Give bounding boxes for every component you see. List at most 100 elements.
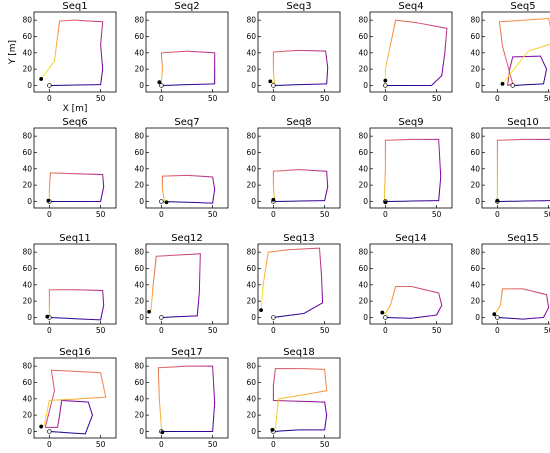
x-tick-label: 50 [96,440,106,449]
chart-5: Seq5 0 50 0 20 40 60 80 [470,1,550,103]
trajectory-segment [527,49,533,52]
trajectory-segment [44,420,48,428]
x-tick-label: 50 [320,440,330,449]
start-marker [47,429,52,434]
trajectory-segment [52,379,54,385]
y-tick-label: 0 [27,197,32,206]
y-tick-label: 60 [134,378,144,387]
y-tick-label: 40 [22,48,32,57]
y-tick-label: 80 [470,248,480,257]
trajectory-segment [507,20,517,22]
y-tick-label: 20 [134,411,144,420]
y-tick-label: 0 [363,313,368,322]
chart-16: Seq16 0 50 0 20 40 60 80 [22,347,117,449]
trajectory-segment [510,67,516,74]
y-tick-label: 60 [22,148,32,157]
trajectory-segment [52,390,55,398]
trajectory-segment [384,64,387,70]
x-tick-label: 50 [96,326,106,335]
trajectory-segment [515,19,525,22]
x-tick-label: 50 [320,326,330,335]
y-tick-label: 40 [22,280,32,289]
trajectory-segment [387,52,390,58]
trajectory-segment [500,33,502,39]
x-tick-label: 0 [383,326,388,335]
trajectory-segment [155,255,157,262]
trajectory-segment [425,24,432,26]
chart-title: Seq12 [171,233,203,244]
y-axis-label: Y [m] [8,40,18,65]
x-tick-label: 50 [432,210,442,219]
trajectory-segment [55,44,58,50]
y-tick-label: 80 [22,16,32,25]
trajectory-segment [536,46,542,49]
trajectory-segment [392,27,395,33]
trajectory-segment [419,316,425,318]
y-tick-label: 60 [470,148,480,157]
y-tick-label: 80 [22,248,32,257]
trajectory-segment [318,390,324,393]
x-tick-label: 0 [495,94,500,103]
trajectory-segment [433,291,440,294]
y-tick-label: 80 [134,362,144,371]
trajectory-segment [278,397,284,400]
trajectory-segment [303,393,309,396]
y-tick-label: 80 [358,16,368,25]
y-tick-label: 20 [246,181,256,190]
trajectory-segment [266,251,269,259]
start-marker [510,83,516,88]
chart-title: Seq13 [283,233,315,244]
trajectory-segment [278,315,285,318]
y-tick-label: 60 [22,378,32,387]
trajectory-segment [275,417,277,424]
x-tick-label: 0 [159,440,164,449]
end-marker [380,310,385,315]
trajectory-segment [309,307,314,311]
trajectory-segment [394,285,397,291]
y-tick-label: 60 [246,378,256,387]
trajectory-segment [442,63,444,69]
y-tick-label: 40 [246,394,256,403]
plot-frame [369,243,453,325]
y-tick-label: 0 [475,81,480,90]
y-tick-label: 20 [470,297,480,306]
end-marker [39,77,44,81]
end-marker [45,314,50,319]
chart-title: Seq4 [398,1,423,12]
trajectory-segment [53,386,55,392]
plot-frame [481,243,550,325]
chart-title: Seq17 [171,347,203,358]
trajectory-segment [539,18,550,20]
trajectory-segment [307,392,313,395]
trajectory-segment [424,289,430,292]
trajectory-segment [410,317,416,319]
trajectory-segment [530,290,536,293]
y-tick-label: 20 [134,181,144,190]
trajectory-segment [51,373,53,378]
plot-frame [369,11,453,93]
trajectory-segment [443,56,445,61]
chart-7: Seq7 0 50 0 20 40 60 80 [134,117,229,219]
trajectory-segment [319,302,324,306]
trajectory-segment [499,25,501,31]
end-marker [383,200,388,205]
trajectory-segment [290,395,297,398]
plot-frame [257,11,341,93]
end-marker [259,308,263,313]
trajectory-segment [507,64,510,72]
trajectory-segment [505,58,509,66]
trajectory-segment [87,424,90,429]
trajectory-segment [153,270,156,276]
start-marker [271,83,276,88]
y-tick-label: 60 [358,264,368,273]
trajectory-segment [394,19,397,25]
trajectory-segment [391,31,394,37]
chart-13: Seq13 0 50 0 20 40 60 80 [246,233,341,335]
trajectory-segment [275,412,278,419]
trajectory-segment [414,316,421,319]
trajectory-segment [51,60,55,65]
trajectory-segment [154,260,157,267]
y-tick-label: 20 [358,297,368,306]
trajectory-segment [503,52,507,60]
